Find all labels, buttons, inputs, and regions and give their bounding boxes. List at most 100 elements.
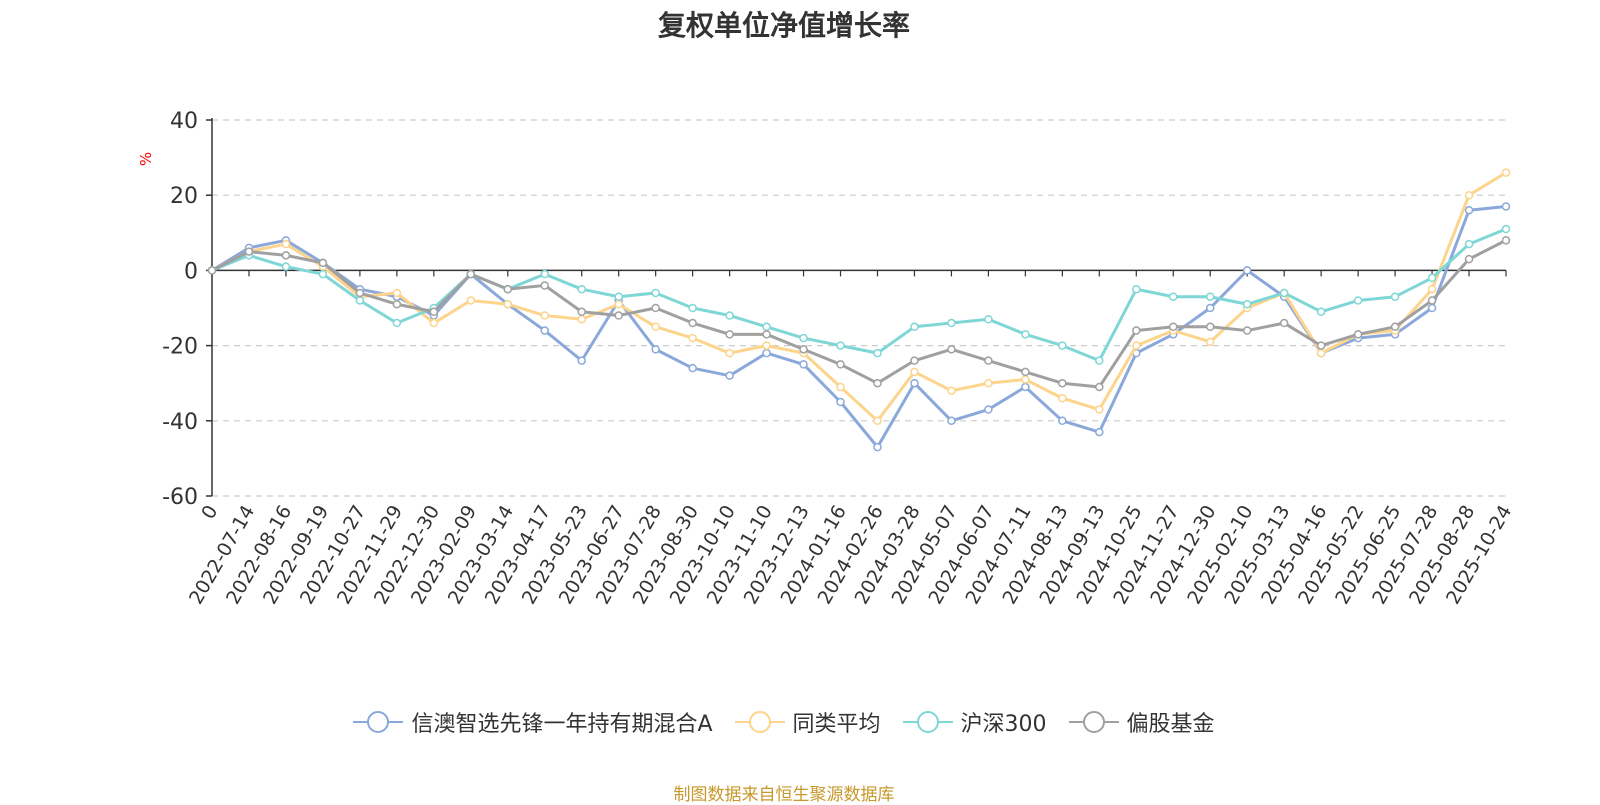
data-point [392, 288, 402, 298]
data-point [1021, 330, 1030, 339]
data-point [984, 378, 993, 388]
data-point [762, 330, 771, 339]
data-point [1095, 405, 1104, 414]
data-point [1021, 367, 1030, 377]
data-point [1427, 284, 1437, 294]
x-axis: 02022-07-142022-08-162022-09-192022-10-2… [185, 269, 1516, 608]
data-point [1279, 318, 1289, 328]
legend-marker-icon [902, 711, 953, 733]
data-point [1353, 296, 1363, 305]
data-point [1316, 348, 1326, 358]
y-tick-label: -60 [162, 485, 198, 510]
data-point [1353, 330, 1363, 339]
line-chart: -60 -40 -20 0 20 40 02022-07-142022-08-162022… [162, 109, 1516, 608]
data-point [836, 382, 845, 392]
data-point [947, 318, 956, 328]
data-point [503, 284, 513, 294]
y-tick-label: -40 [162, 410, 198, 435]
data-point [1021, 382, 1030, 392]
data-point [1427, 296, 1437, 305]
legend-item[interactable]: 沪深300 [902, 706, 1047, 738]
series-line [211, 204, 1507, 449]
legend-label: 偏股基金 [1126, 712, 1215, 737]
series-line [211, 171, 1507, 423]
data-point [355, 296, 365, 305]
data-point [984, 315, 993, 324]
legend-marker-icon [1068, 711, 1119, 733]
data-point [836, 360, 845, 369]
data-point [281, 239, 291, 249]
chart-title: 复权单位净值增长率 [657, 9, 910, 42]
data-point [392, 318, 402, 328]
grid-lines [212, 119, 1506, 497]
series-layer [207, 168, 1511, 452]
data-point [503, 299, 513, 309]
series-line [211, 238, 1507, 389]
data-point [614, 311, 623, 320]
data-point [873, 416, 882, 426]
data-point [540, 326, 549, 335]
legend-label: 沪深300 [960, 712, 1047, 737]
y-tick-label: 20 [170, 184, 198, 209]
data-point [1169, 292, 1178, 301]
legend: 信澳智选先锋一年持有期混合A 同类平均 沪深300 偏股基金 [0, 706, 1568, 738]
legend-marker-icon [353, 711, 404, 733]
data-point [614, 299, 623, 309]
data-point [873, 442, 882, 452]
data-point [207, 266, 217, 275]
data-point [281, 251, 291, 260]
data-point [651, 322, 660, 332]
data-point [577, 307, 586, 317]
data-point [799, 345, 808, 354]
data-point [1205, 322, 1215, 332]
data-point [466, 269, 476, 279]
data-point [540, 269, 549, 279]
data-point [836, 341, 845, 350]
data-point [1464, 190, 1474, 200]
y-tick-label: 0 [184, 259, 198, 284]
data-point [910, 322, 919, 332]
legend-item[interactable]: 信澳智选先锋一年持有期混合A [353, 706, 713, 738]
data-point [762, 322, 771, 332]
data-point [355, 288, 365, 298]
data-point [1242, 266, 1252, 275]
data-point [873, 378, 882, 388]
data-point [1464, 205, 1474, 215]
data-point [392, 299, 402, 309]
data-point [910, 378, 919, 388]
data-point [688, 363, 697, 373]
data-point [429, 318, 439, 328]
data-point [1095, 356, 1104, 365]
data-point [799, 360, 808, 369]
legend-item[interactable]: 偏股基金 [1068, 706, 1215, 738]
data-point [1205, 337, 1215, 347]
data-point [1132, 341, 1141, 350]
data-point [947, 416, 956, 426]
data-point [577, 315, 586, 324]
data-point [540, 311, 549, 320]
data-point [244, 247, 254, 256]
data-point [688, 318, 697, 328]
data-point [688, 303, 697, 313]
data-point [1242, 299, 1252, 309]
legend-item[interactable]: 同类平均 [734, 706, 881, 738]
data-point [651, 288, 660, 298]
data-source-note: 制图数据来自恒生聚源数据库 [673, 785, 895, 805]
data-point [1169, 322, 1178, 332]
data-point [910, 356, 919, 365]
data-point [1095, 382, 1104, 392]
data-point [984, 405, 993, 414]
data-point [762, 348, 771, 358]
data-point [725, 371, 734, 380]
data-point [429, 307, 439, 317]
data-point [577, 356, 586, 365]
data-point [1316, 307, 1326, 317]
data-point [1390, 322, 1400, 332]
data-point [614, 292, 623, 301]
y-axis: -60 -40 -20 0 20 40 [162, 109, 213, 510]
data-point [540, 281, 549, 290]
legend-marker-icon [734, 711, 785, 733]
data-point [281, 262, 291, 271]
data-point [1021, 375, 1030, 384]
legend-label: 信澳智选先锋一年持有期混合A [411, 712, 713, 737]
